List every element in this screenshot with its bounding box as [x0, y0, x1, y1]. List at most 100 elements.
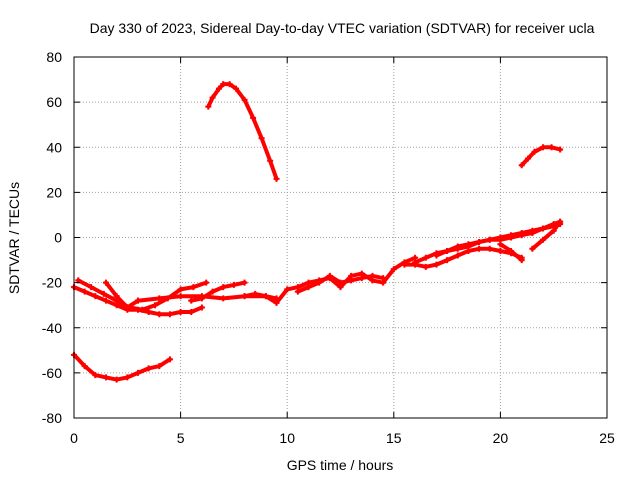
series-line [104, 280, 140, 310]
data-point [113, 376, 120, 383]
y-tick-label: 80 [46, 49, 62, 65]
data-point [220, 81, 227, 88]
data-point [190, 284, 197, 291]
chart-title: Day 330 of 2023, Sidereal Day-to-day VTE… [90, 20, 595, 36]
data-point [88, 284, 95, 291]
data-point [102, 279, 109, 286]
data-point [433, 252, 440, 259]
axes [73, 56, 608, 419]
data-point [465, 241, 472, 248]
data-point [525, 155, 532, 162]
data-point [267, 157, 274, 164]
tick-labels: 0 5 10 15 20 25 -80 -60 -40 -20 0 20 40 60 80 [42, 49, 615, 446]
data-point [518, 162, 525, 169]
data-point [540, 236, 547, 243]
data-point [497, 248, 504, 255]
data-point [209, 288, 216, 295]
y-tick-label: 20 [46, 184, 62, 200]
series-track-5 [188, 279, 248, 304]
data-point [294, 288, 301, 295]
x-tick-label: 25 [599, 430, 615, 446]
data-point [102, 374, 109, 381]
data-point [284, 286, 291, 293]
data-point [540, 225, 547, 232]
data-point [529, 245, 536, 252]
data-point [134, 369, 141, 376]
data-point [134, 297, 141, 304]
data-point [305, 284, 312, 291]
series-track-11 [497, 241, 525, 264]
series-track-12 [529, 218, 564, 252]
data-point [422, 254, 429, 261]
data-point [241, 293, 248, 300]
data-point [124, 374, 131, 381]
data-point [145, 365, 152, 372]
data-point [166, 356, 173, 363]
data-point [198, 295, 205, 302]
data-point [557, 146, 564, 153]
data-point [81, 363, 88, 370]
data-point [203, 279, 210, 286]
data-point [273, 175, 280, 182]
data-point [273, 299, 280, 306]
x-tick-label: 0 [70, 430, 78, 446]
data-point [198, 304, 205, 311]
series-track-14 [71, 351, 173, 383]
y-tick-label: -20 [42, 275, 62, 291]
x-tick-label: 15 [386, 430, 402, 446]
x-tick-label: 5 [177, 430, 185, 446]
data-point [226, 81, 233, 88]
series-line [72, 352, 172, 382]
data-point [476, 239, 483, 246]
series-track-15 [518, 144, 564, 169]
data-point [369, 272, 376, 279]
series-track-13 [205, 81, 280, 182]
data-point [250, 114, 257, 121]
data-point [557, 218, 564, 225]
y-tick-label: 40 [46, 139, 62, 155]
data-point [508, 234, 515, 241]
data-point [422, 263, 429, 270]
data-point [337, 279, 344, 286]
data-point [326, 272, 333, 279]
data-point [380, 275, 387, 282]
y-tick-label: -40 [42, 320, 62, 336]
data-point [124, 304, 131, 311]
data-point [454, 252, 461, 259]
data-point [531, 148, 538, 155]
data-point [529, 229, 536, 236]
data-point [92, 372, 99, 379]
data-point [476, 245, 483, 252]
y-tick-label: -80 [42, 410, 62, 426]
data-point [252, 290, 259, 297]
data-point [348, 277, 355, 284]
data-point [81, 288, 88, 295]
data-point [390, 266, 397, 273]
data-point [177, 308, 184, 315]
y-tick-label: -60 [42, 365, 62, 381]
data-point [316, 279, 323, 286]
data-point [188, 297, 195, 304]
x-tick-label: 10 [279, 430, 295, 446]
data-point [166, 311, 173, 318]
data-point [177, 286, 184, 293]
data-point [139, 306, 146, 313]
data-point [156, 363, 163, 370]
data-point [145, 308, 152, 315]
data-point [518, 232, 525, 239]
data-point [230, 281, 237, 288]
data-point [209, 94, 216, 101]
data-point [215, 85, 222, 92]
series-track-10 [433, 218, 564, 259]
data-point [412, 259, 419, 266]
data-point [262, 293, 269, 300]
x-tick-label: 20 [493, 430, 509, 446]
data-point [156, 295, 163, 302]
data-point [486, 236, 493, 243]
data-point [486, 245, 493, 252]
plot-series [71, 81, 564, 383]
data-point [233, 85, 240, 92]
data-point [92, 293, 99, 300]
